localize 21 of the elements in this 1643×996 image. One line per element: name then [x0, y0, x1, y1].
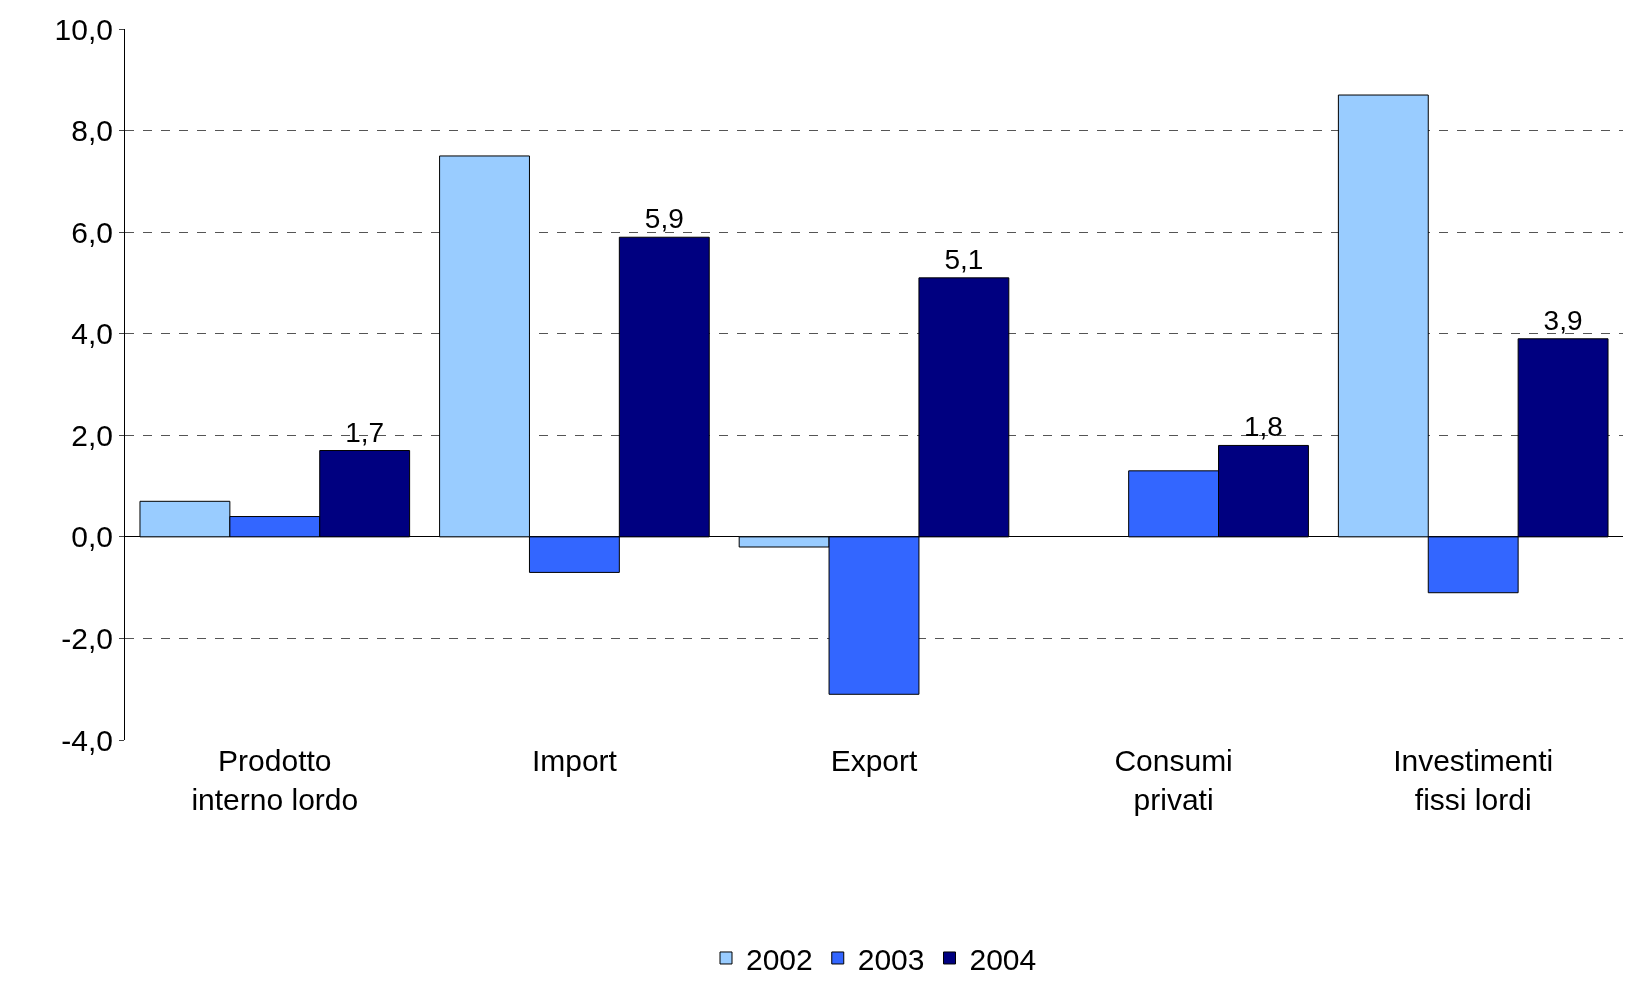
legend-label: 2003 — [857, 942, 925, 976]
data-label: 5,9 — [644, 203, 684, 235]
y-tick-label: -2,0 — [61, 621, 113, 655]
y-tick-label: 8,0 — [71, 114, 113, 148]
legend-label: 2002 — [746, 942, 813, 976]
x-tick-label: Prodotto interno lordo — [191, 744, 359, 816]
x-tick-label: Consumi privati — [1114, 744, 1233, 816]
y-tick-label: 6,0 — [71, 215, 113, 249]
data-label: 1,8 — [1244, 411, 1283, 443]
x-tick-label: Export — [830, 744, 919, 777]
y-tick-label: 10,0 — [54, 12, 113, 46]
y-tick-label: 0,0 — [71, 520, 113, 554]
x-tick-label: Investimenti fissi lordi — [1393, 744, 1554, 816]
y-tick-label: 4,0 — [71, 317, 113, 351]
data-label: 3,9 — [1543, 304, 1583, 336]
x-tick-label: Import — [531, 744, 618, 777]
legend-label: 2004 — [969, 942, 1037, 976]
y-tick-label: -4,0 — [61, 723, 113, 757]
data-label: 1,7 — [345, 416, 385, 448]
y-tick-label: 2,0 — [71, 418, 113, 452]
data-label: 5,1 — [944, 243, 984, 275]
